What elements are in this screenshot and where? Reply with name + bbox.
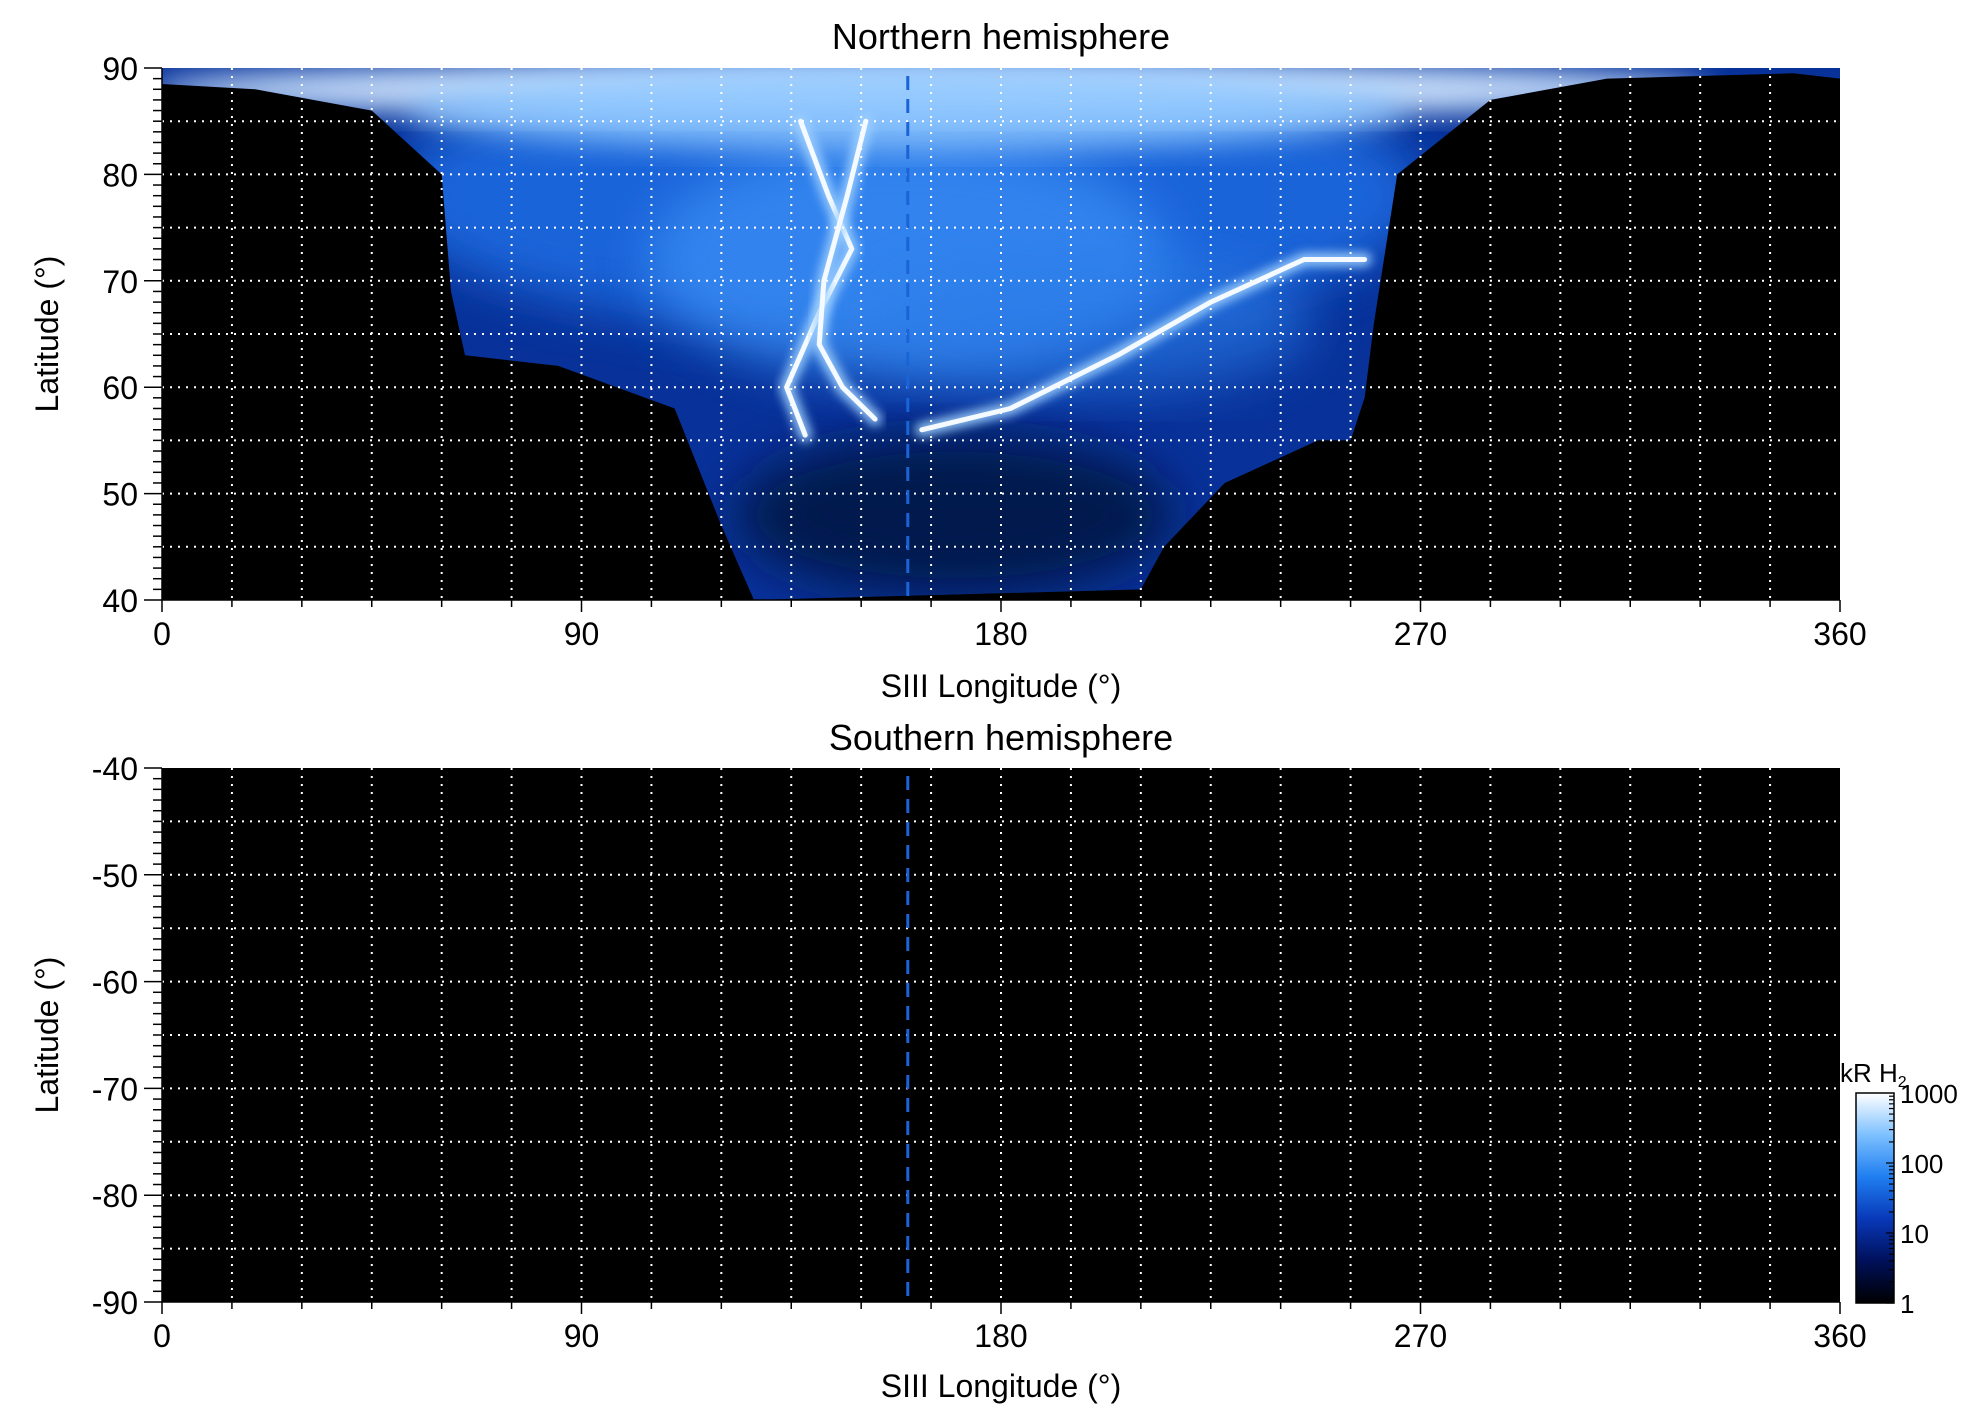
- colorbar-label-main: kR H: [1840, 1058, 1898, 1088]
- y-tick-label: 60: [102, 370, 138, 406]
- southern-y-axis-label: Latitude (°): [29, 957, 65, 1114]
- colorbar-label-subscript: 2: [1898, 1074, 1907, 1091]
- northern-y-axis-label: Latitude (°): [29, 256, 65, 413]
- dim-low-latitude-zone: [734, 434, 1175, 595]
- x-tick-label: 360: [1813, 616, 1866, 652]
- y-tick-label: 80: [102, 157, 138, 193]
- x-tick-label: 360: [1813, 1318, 1866, 1354]
- bright-arc: [816, 118, 878, 422]
- y-tick-label: -40: [92, 751, 138, 787]
- southern-grid: [162, 768, 1840, 1302]
- y-tick-label: 40: [102, 583, 138, 619]
- y-tick-label: -80: [92, 1178, 138, 1214]
- northern-grid: [162, 68, 1840, 600]
- colorbar-tick-label: 1000: [1900, 1079, 1958, 1109]
- southern-title: Southern hemisphere: [829, 717, 1173, 758]
- northern-x-ticks: 0 90 180 270 360: [153, 599, 1867, 652]
- northern-panel: Northern hemisphere 40 50 60 70 80 90 0 90 180 2…: [29, 16, 1867, 704]
- bright-arc: [919, 257, 1368, 433]
- southern-panel: Southern hemisphere -40 -50 -60 -70 -80 -90 0…: [29, 717, 1867, 1404]
- colorbar-tick-label: 1: [1900, 1289, 1914, 1319]
- northern-y-ticks: 40 50 60 70 80 90: [102, 51, 163, 619]
- x-tick-label: 90: [564, 1318, 600, 1354]
- bright-zone-east: [874, 253, 1315, 394]
- y-tick-label: -60: [92, 965, 138, 1001]
- y-tick-label: 90: [102, 51, 138, 87]
- colorbar-ticks: 1 10 100 1000: [1886, 1079, 1958, 1319]
- colorbar-gradient: [1855, 1092, 1895, 1304]
- x-tick-label: 180: [974, 616, 1027, 652]
- southern-x-ticks: 0 90 180 270 360: [153, 1301, 1867, 1354]
- x-tick-label: 0: [153, 616, 171, 652]
- x-tick-label: 270: [1394, 1318, 1447, 1354]
- x-tick-label: 270: [1394, 616, 1447, 652]
- x-tick-label: 180: [974, 1318, 1027, 1354]
- y-tick-label: -70: [92, 1071, 138, 1107]
- y-tick-label: -90: [92, 1285, 138, 1321]
- colorbar-tick-label: 100: [1900, 1149, 1943, 1179]
- colorbar-label: kR H2: [1840, 1058, 1907, 1091]
- y-tick-label: 50: [102, 477, 138, 513]
- colorbar: kR H2 1 10 100 1000: [1840, 1058, 1958, 1319]
- x-tick-label: 90: [564, 616, 600, 652]
- y-tick-label: -50: [92, 858, 138, 894]
- y-tick-label: 70: [102, 264, 138, 300]
- northern-x-axis-label: SIII Longitude (°): [881, 668, 1121, 704]
- southern-x-axis-label: SIII Longitude (°): [881, 1368, 1121, 1404]
- x-tick-label: 0: [153, 1318, 171, 1354]
- colorbar-tick-label: 10: [1900, 1219, 1929, 1249]
- southern-y-ticks: -40 -50 -60 -70 -80 -90: [92, 751, 163, 1321]
- northern-title: Northern hemisphere: [832, 16, 1170, 57]
